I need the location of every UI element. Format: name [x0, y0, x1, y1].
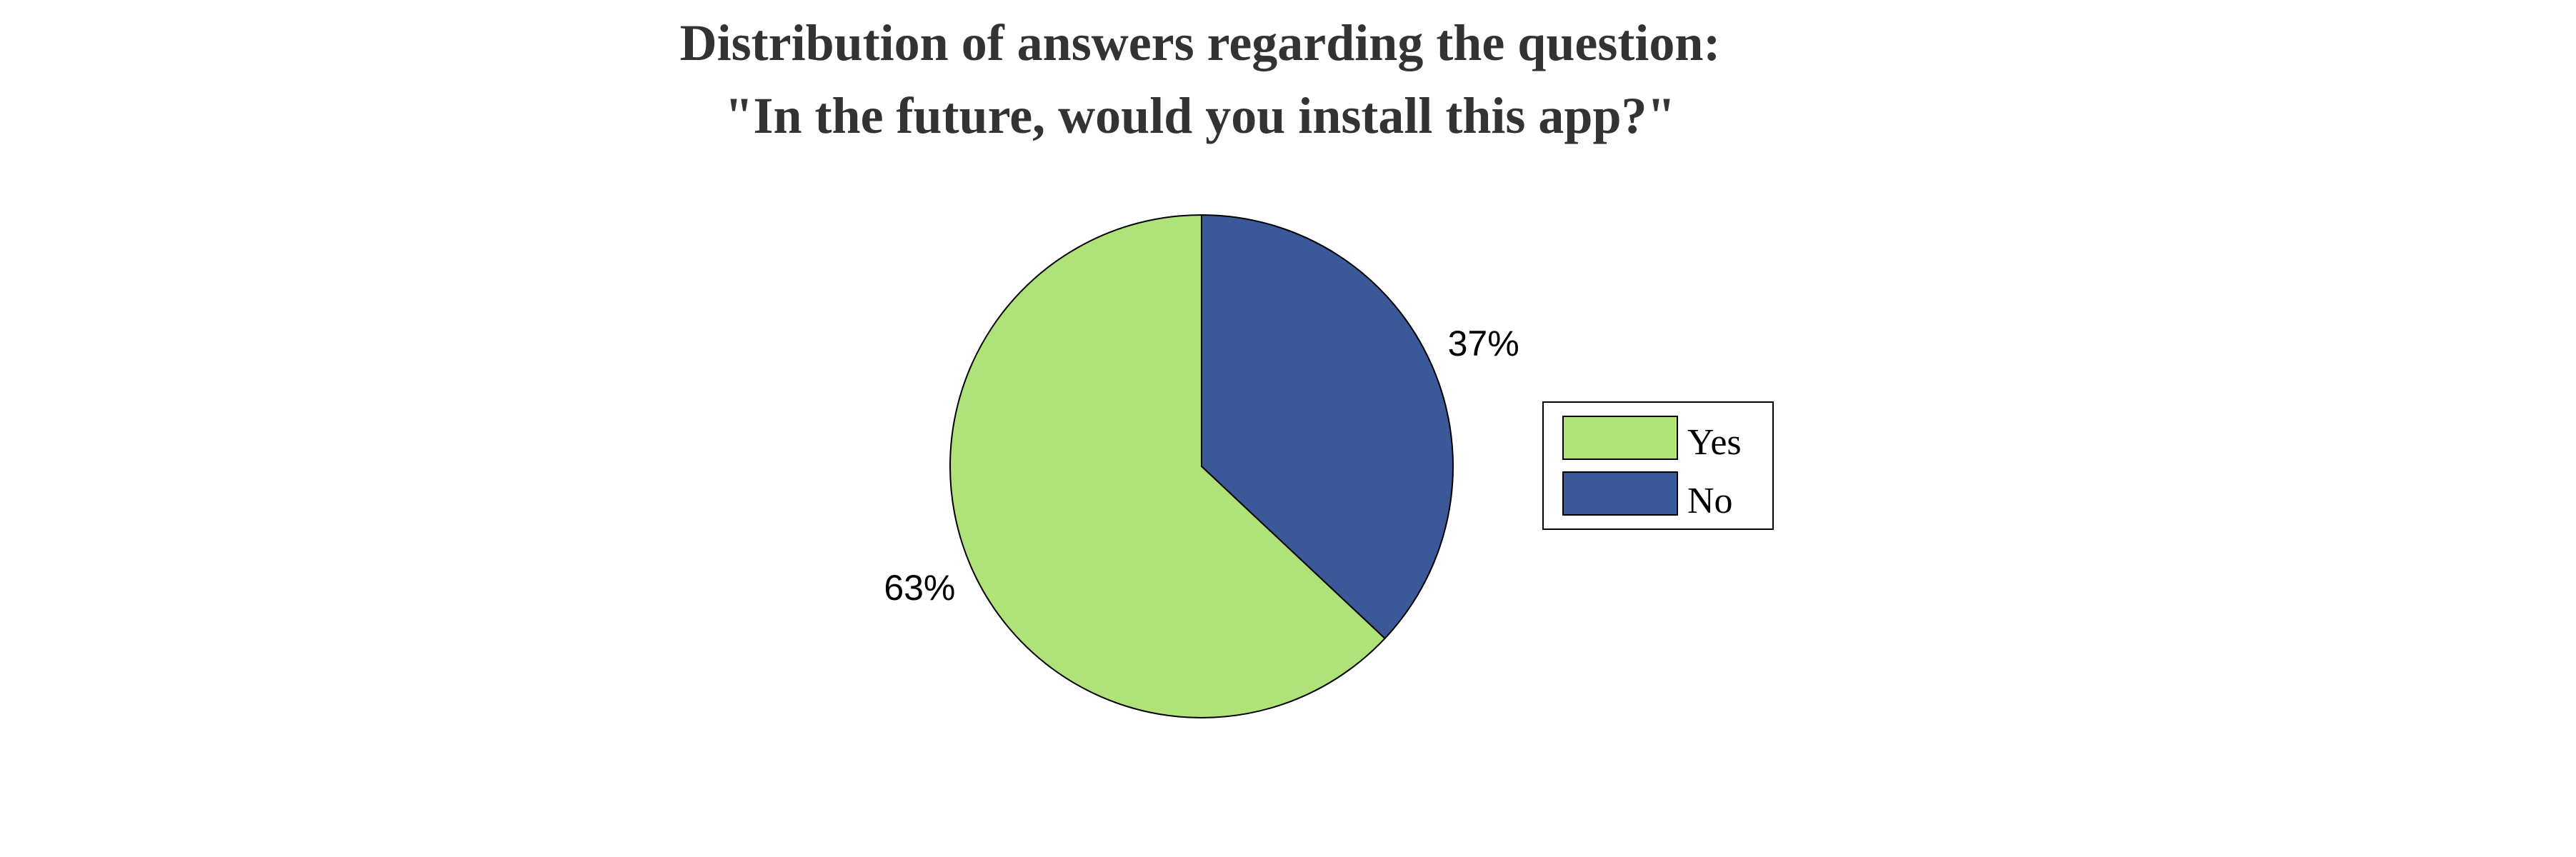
pie-slice-no — [1201, 214, 1454, 640]
legend: Yes No — [1542, 401, 1774, 530]
pie-slices — [949, 214, 1454, 718]
legend-swatch-no — [1562, 471, 1678, 516]
pie-labels: 37% 63% — [884, 324, 1519, 608]
legend-swatch-yes — [1562, 416, 1678, 460]
pie-label-yes: 63% — [884, 568, 955, 608]
legend-label-yes: Yes — [1687, 422, 1742, 463]
pie-slice-yes — [949, 214, 1387, 718]
pie-label-no: 37% — [1448, 324, 1519, 364]
chart-title-line-1: Distribution of answers regarding the qu… — [680, 14, 1721, 71]
legend-label-no: No — [1687, 481, 1733, 521]
chart-title-line-2: "In the future, would you install this a… — [725, 87, 1676, 144]
